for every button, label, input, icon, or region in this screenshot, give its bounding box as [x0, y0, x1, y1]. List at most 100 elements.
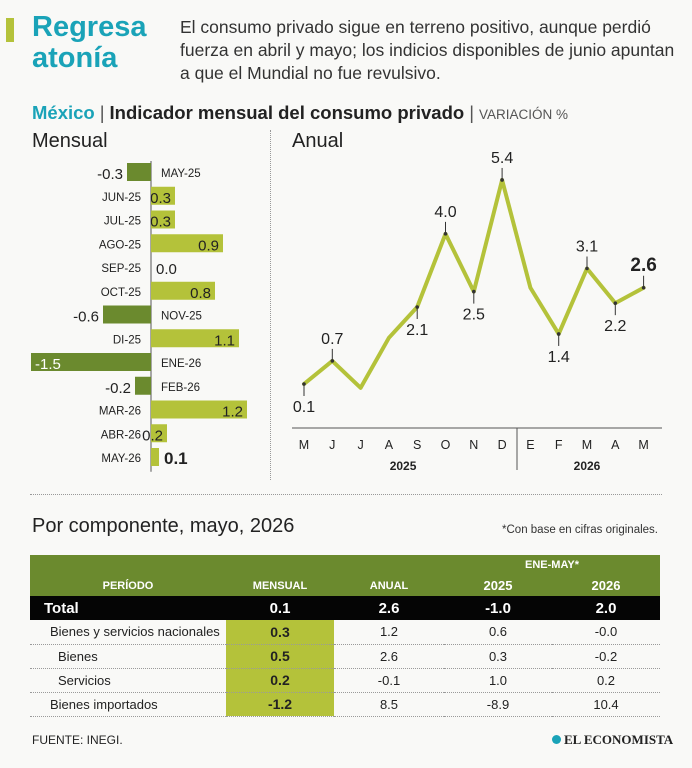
- row-2025: 1.0: [444, 668, 552, 693]
- annual-value-label: 2.1: [406, 322, 428, 339]
- monthly-category-label: MAY-25: [161, 168, 201, 180]
- monthly-bar-chart: MAY-25 -0.3 JUN-25 0.3 JUL-25 0.3 AGO-25 0.9 SEP…: [31, 161, 247, 472]
- table-row: Servicios 0.2 -0.1 1.0 0.2: [30, 668, 660, 693]
- annual-point-marker: [556, 332, 561, 336]
- annual-value-label: 2.2: [604, 318, 626, 335]
- row-name: Servicios: [30, 668, 226, 693]
- annual-x-tick-label: J: [329, 438, 335, 452]
- annual-x-tick-label: A: [611, 438, 620, 452]
- annual-year-label: 2025: [390, 459, 417, 473]
- monthly-bar: [31, 353, 151, 371]
- annual-x-tick-label: F: [555, 438, 563, 452]
- row-monthly: -1.2: [226, 692, 334, 717]
- brand-name: EL ECONOMISTA: [564, 732, 674, 747]
- row-2026: 10.4: [552, 692, 660, 717]
- total-2025: -1.0: [444, 596, 552, 620]
- annual-x-tick-label: D: [498, 438, 507, 452]
- annual-point-marker: [330, 359, 335, 363]
- chart-subhead: México | Indicador mensual del consumo pri…: [32, 102, 568, 124]
- annual-value-label: 0.7: [321, 331, 343, 348]
- monthly-bar: [103, 305, 151, 324]
- annual-x-tick-label: A: [385, 438, 394, 452]
- annual-x-tick-label: M: [582, 438, 592, 452]
- annual-value-label: 5.4: [491, 150, 513, 167]
- annual-point-marker: [472, 289, 476, 294]
- row-annual: -0.1: [334, 668, 444, 693]
- annual-point-marker: [613, 301, 618, 305]
- subhead-title: Indicador mensual del consumo privado: [109, 102, 465, 123]
- subhead-country: México: [32, 102, 95, 123]
- row-2025: 0.3: [444, 644, 552, 669]
- row-2026: -0.0: [552, 620, 660, 645]
- monthly-bar: [151, 448, 159, 466]
- annual-point-marker: [415, 305, 420, 309]
- annual-panel-title: Anual: [292, 130, 344, 152]
- row-monthly: 0.5: [226, 644, 334, 669]
- row-annual: 1.2: [334, 620, 444, 645]
- annual-point-marker: [641, 285, 646, 290]
- total-monthly: 0.1: [226, 596, 334, 620]
- annual-line-chart: 0.1 0.7 2.1 4.0 2.5 5.4 1.4 3.1 2.2 2.6 M J J A S O N D E F…: [292, 150, 662, 473]
- headline: Regresa atonía: [32, 11, 147, 74]
- subhead-separator: |: [99, 102, 105, 123]
- monthly-value-label: 0.3: [150, 214, 171, 231]
- monthly-category-label: DI-25: [113, 334, 141, 346]
- annual-value-label: 3.1: [576, 239, 598, 256]
- monthly-category-label: MAR-26: [99, 406, 141, 418]
- annual-point-marker: [500, 178, 504, 182]
- col-header-2025: 2025: [444, 575, 552, 596]
- total-2026: 2.0: [552, 596, 660, 620]
- source-note: FUENTE: INEGI.: [32, 733, 123, 747]
- headline-accent-bar: [6, 18, 14, 42]
- row-name: Bienes: [30, 644, 226, 669]
- monthly-value-label: -0.3: [97, 166, 123, 183]
- table-row: Bienes 0.5 2.6 0.3 -0.2: [30, 644, 660, 669]
- monthly-category-label: JUN-25: [102, 192, 141, 204]
- annual-point-marker: [443, 232, 448, 236]
- monthly-bar: [151, 424, 167, 443]
- subhead-separator-2: |: [469, 102, 474, 123]
- annual-x-tick-label: J: [357, 438, 363, 452]
- row-name: Bienes y servicios nacionales: [30, 620, 226, 645]
- table-row: Bienes importados -1.2 8.5 -8.9 10.4: [30, 692, 660, 717]
- monthly-value-label: 0.1: [164, 449, 188, 468]
- annual-x-tick-label: M: [638, 438, 648, 452]
- annual-value-label: 2.5: [463, 307, 485, 324]
- table-header-row: PERÍODO MENSUAL ANUAL 2025 2026: [30, 575, 660, 596]
- monthly-value-label: 0.8: [190, 285, 211, 302]
- row-monthly: 0.2: [226, 668, 334, 693]
- subhead-unit: VARIACIÓN %: [479, 107, 569, 122]
- monthly-category-label: OCT-25: [101, 287, 141, 299]
- table-group-header: ENE-MAY*: [30, 555, 660, 575]
- table-total-row: Total 0.1 2.6 -1.0 2.0: [30, 596, 660, 620]
- intro-text: El consumo privado sigue en terreno posi…: [180, 17, 675, 83]
- monthly-value-label: 0.0: [156, 261, 177, 278]
- col-header-monthly: MENSUAL: [226, 575, 334, 596]
- row-2025: -8.9: [444, 692, 552, 717]
- monthly-bar: [151, 400, 247, 419]
- monthly-category-label: JUL-25: [104, 216, 141, 228]
- table-title: Por componente, mayo, 2026: [32, 515, 295, 537]
- col-header-annual: ANUAL: [334, 575, 444, 596]
- annual-point-marker: [585, 266, 589, 271]
- components-table: ENE-MAY* PERÍODO MENSUAL ANUAL 2025 2026…: [30, 555, 660, 717]
- monthly-category-label: MAY-26: [101, 453, 141, 465]
- section-divider: [30, 494, 662, 495]
- monthly-value-label: -1.5: [35, 356, 61, 373]
- annual-value-label: 2.6: [630, 255, 656, 276]
- row-monthly: 0.3: [226, 620, 334, 645]
- total-annual: 2.6: [334, 596, 444, 620]
- monthly-category-label: ABR-26: [101, 429, 141, 441]
- annual-year-label: 2026: [574, 459, 601, 473]
- annual-value-label: 0.1: [293, 399, 315, 416]
- monthly-category-label: AGO-25: [99, 239, 141, 251]
- monthly-bar: [151, 281, 215, 300]
- monthly-value-label: 1.1: [214, 332, 235, 349]
- monthly-panel-title: Mensual: [32, 130, 108, 152]
- col-header-2026: 2026: [552, 575, 660, 596]
- annual-point-marker: [302, 382, 306, 386]
- annual-series-line: [302, 177, 646, 390]
- row-2026: 0.2: [552, 668, 660, 693]
- col-header-period: PERÍODO: [30, 575, 226, 596]
- monthly-value-label: 0.9: [198, 237, 219, 254]
